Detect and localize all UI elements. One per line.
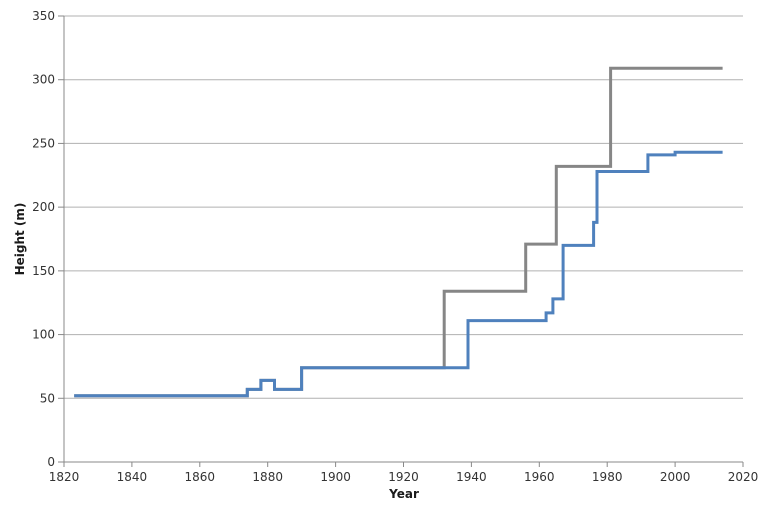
x-tick-label: 2020 — [728, 470, 759, 484]
x-tick-label: 1880 — [252, 470, 283, 484]
blue-series-line — [74, 150, 723, 398]
x-tick-label: 1860 — [185, 470, 216, 484]
x-tick-label: 1960 — [524, 470, 555, 484]
x-axis-title: Year — [388, 487, 419, 501]
y-tick-label: 200 — [32, 200, 55, 214]
gridline-layer — [64, 15, 743, 399]
gray-series-line — [74, 66, 723, 398]
y-tick-label: 100 — [32, 328, 55, 342]
x-tick-label: 1980 — [592, 470, 623, 484]
y-tick-label: 50 — [40, 391, 55, 405]
series-layer — [74, 66, 723, 398]
x-tick-label: 1900 — [320, 470, 351, 484]
tick-mark-layer — [58, 15, 744, 467]
y-tick-label: 350 — [32, 9, 55, 23]
y-tick-label: 300 — [32, 73, 55, 87]
tick-label-layer: 0 50 100 150 200 250 300 350 1820 1840 1860 1880 190… — [32, 9, 758, 484]
x-tick-label: 2000 — [660, 470, 691, 484]
x-tick-label: 1940 — [456, 470, 487, 484]
y-tick-label: 150 — [32, 264, 55, 278]
y-tick-label: 0 — [47, 455, 55, 469]
x-tick-label: 1920 — [388, 470, 419, 484]
x-tick-label: 1820 — [49, 470, 80, 484]
x-tick-label: 1840 — [117, 470, 148, 484]
y-tick-label: 250 — [32, 136, 55, 150]
y-axis-title: Height (m) — [13, 203, 27, 276]
